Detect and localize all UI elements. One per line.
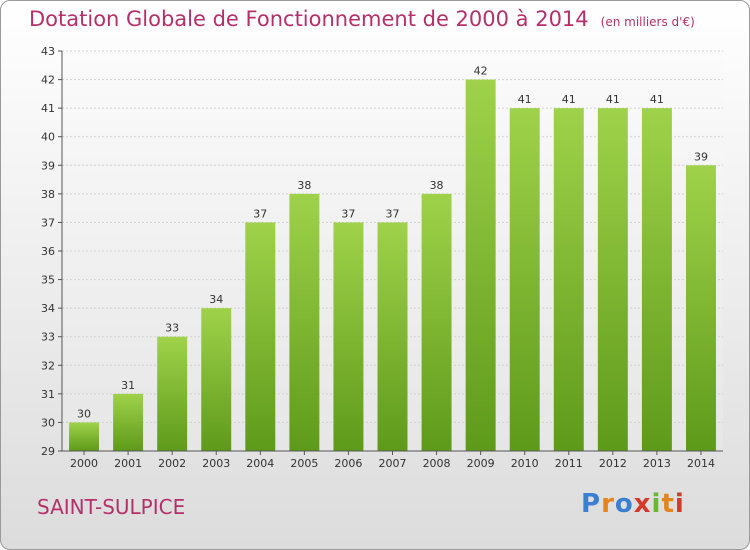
- bar: [597, 108, 628, 452]
- y-tick-label: 41: [41, 102, 55, 115]
- y-tick-label: 30: [41, 416, 55, 429]
- x-tick-label: 2013: [643, 457, 671, 470]
- y-tick-label: 29: [41, 445, 55, 458]
- x-tick-label: 2010: [511, 457, 539, 470]
- bar: [201, 308, 232, 451]
- y-tick-label: 36: [41, 245, 55, 258]
- commune-name: SAINT-SULPICE: [37, 495, 186, 519]
- logo-letter: x: [633, 489, 652, 519]
- x-tick-label: 2004: [246, 457, 274, 470]
- bar-value-label: 42: [474, 65, 488, 78]
- y-tick-label: 31: [41, 388, 55, 401]
- y-tick-label: 37: [41, 216, 55, 229]
- x-tick-label: 2011: [555, 457, 583, 470]
- bar: [69, 422, 100, 451]
- x-tick-label: 2009: [467, 457, 495, 470]
- x-tick-label: 2012: [599, 457, 627, 470]
- bar: [553, 108, 584, 452]
- chart-title: Dotation Globale de Fonctionnement de 20…: [29, 7, 695, 31]
- bar-value-label: 31: [121, 379, 135, 392]
- x-tick-label: 2014: [687, 457, 715, 470]
- x-tick-label: 2003: [202, 457, 230, 470]
- bar-value-label: 38: [430, 179, 444, 192]
- y-tick-label: 43: [41, 45, 55, 58]
- x-tick-label: 2002: [158, 457, 186, 470]
- bar-value-label: 30: [77, 407, 91, 420]
- y-tick-label: 40: [41, 131, 55, 144]
- x-tick-label: 2008: [423, 457, 451, 470]
- title-text: Dotation Globale de Fonctionnement de 20…: [29, 7, 589, 31]
- logo-letter: r: [601, 489, 615, 519]
- bar-value-label: 34: [209, 293, 223, 306]
- bar: [509, 108, 540, 452]
- bar-value-label: 39: [694, 150, 708, 163]
- logo-letter: P: [581, 489, 602, 519]
- bar: [157, 336, 188, 451]
- bar: [465, 79, 496, 452]
- bar: [641, 108, 672, 452]
- bar-value-label: 41: [562, 93, 576, 106]
- bar: [289, 193, 320, 451]
- bar: [421, 193, 452, 451]
- bar: [685, 165, 716, 452]
- bar: [245, 222, 276, 451]
- y-tick-label: 42: [41, 74, 55, 87]
- y-tick-label: 34: [41, 302, 55, 315]
- bar-value-label: 41: [518, 93, 532, 106]
- y-tick-label: 39: [41, 159, 55, 172]
- bar-value-label: 37: [386, 207, 400, 220]
- x-tick-label: 2000: [70, 457, 98, 470]
- chart-subtitle: (en milliers d'€): [600, 15, 695, 29]
- bar: [113, 393, 144, 451]
- x-tick-label: 2007: [379, 457, 407, 470]
- bar-value-label: 33: [165, 322, 179, 335]
- x-tick-label: 2005: [290, 457, 318, 470]
- y-tick-label: 33: [41, 331, 55, 344]
- x-tick-label: 2001: [114, 457, 142, 470]
- bar-value-label: 37: [253, 207, 267, 220]
- logo-letter: i: [674, 489, 685, 519]
- logo-letter: t: [661, 489, 675, 519]
- y-tick-label: 38: [41, 188, 55, 201]
- proxiti-logo: Proxiti: [581, 489, 685, 519]
- logo-letter: i: [651, 489, 662, 519]
- bar-value-label: 41: [650, 93, 664, 106]
- bar-value-label: 37: [341, 207, 355, 220]
- y-tick-label: 32: [41, 359, 55, 372]
- y-tick-label: 35: [41, 274, 55, 287]
- x-tick-label: 2006: [334, 457, 362, 470]
- bar-value-label: 38: [297, 179, 311, 192]
- bar: [333, 222, 364, 451]
- bar: [377, 222, 408, 451]
- logo-letter: o: [614, 489, 634, 519]
- bar-value-label: 41: [606, 93, 620, 106]
